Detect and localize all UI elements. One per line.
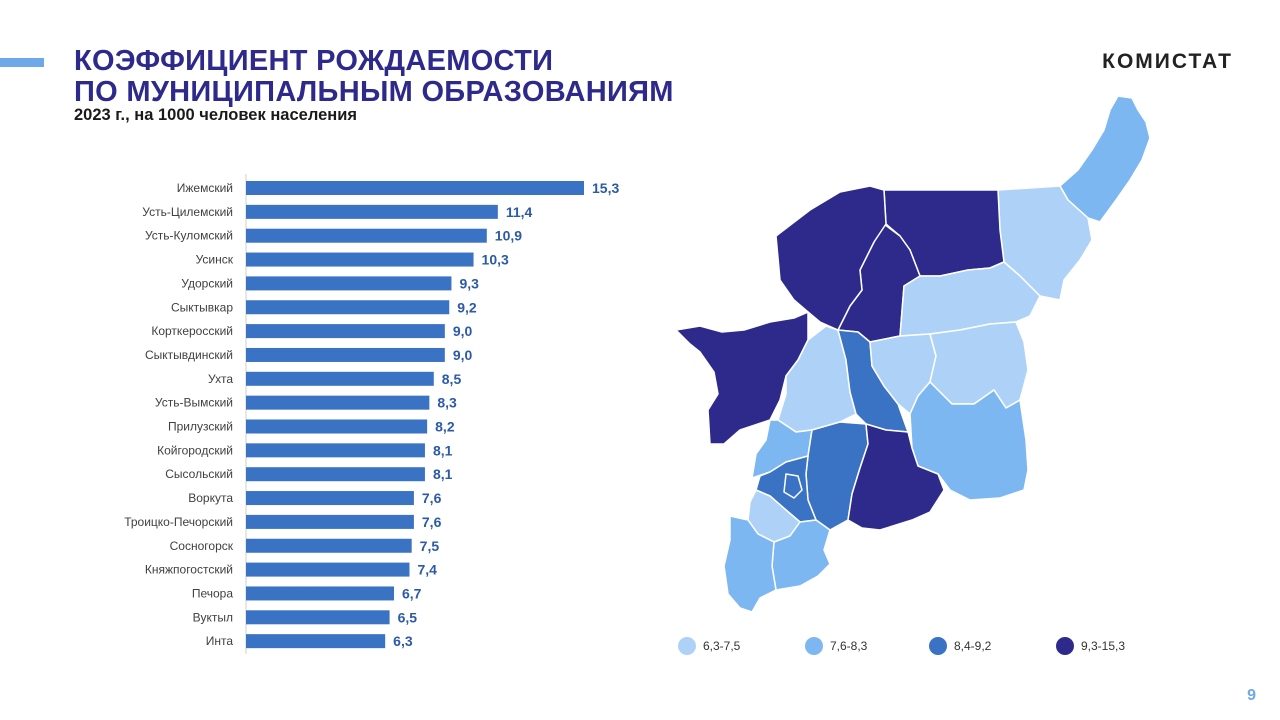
value-label: 10,3 <box>482 252 509 268</box>
bar <box>246 324 445 339</box>
category-label: Троицко-Печорский <box>124 515 233 529</box>
category-label: Усть-Куломский <box>145 229 233 243</box>
value-label: 7,4 <box>417 562 437 578</box>
category-label: Инта <box>206 634 234 648</box>
bar <box>246 514 414 529</box>
category-label: Усинск <box>196 253 234 267</box>
bar <box>246 610 390 625</box>
legend-label-2: 7,6-8,3 <box>830 639 868 653</box>
value-label: 8,2 <box>435 419 455 435</box>
legend-label-3: 8,4-9,2 <box>954 639 992 653</box>
page-subtitle: 2023 г., на 1000 человек населения <box>74 106 357 124</box>
value-label: 7,5 <box>420 538 440 554</box>
bar <box>246 204 498 219</box>
value-label: 9,2 <box>457 299 477 315</box>
map-region-vuktyl <box>929 321 1029 409</box>
value-label: 8,1 <box>433 466 453 482</box>
legend-item: 8,4-9,2 <box>929 637 991 655</box>
legend-swatch-3 <box>929 637 947 655</box>
value-label: 8,5 <box>442 371 462 387</box>
value-label: 11,4 <box>506 204 533 220</box>
map-region-priluzsky <box>723 515 777 613</box>
accent-bar <box>0 58 44 67</box>
legend-item: 9,3-15,3 <box>1056 637 1125 655</box>
map-region-syktyvkar <box>783 473 803 499</box>
legend-item: 7,6-8,3 <box>805 637 867 655</box>
bar-chart: Ижемский 15,3 Усть-Цилемский 11,4 Усть-Кулом… <box>124 174 619 654</box>
legend-label-1: 6,3-7,5 <box>703 639 741 653</box>
page-number: 9 <box>1247 687 1256 704</box>
bar <box>246 443 425 458</box>
bar <box>246 371 434 386</box>
category-label: Сосногорск <box>170 539 234 553</box>
map-region-ust-kulomsky <box>847 423 945 531</box>
map-region-vorkuta <box>1059 95 1151 223</box>
category-label: Усть-Цилемский <box>142 205 233 219</box>
page-title: КОЭФФИЦИЕНТ РОЖДАЕМОСТИ ПО МУНИЦИПАЛЬНЫМ… <box>74 46 674 108</box>
bar <box>246 252 474 267</box>
value-label: 10,9 <box>495 228 522 244</box>
map-region-ust-tsilemsky <box>775 185 887 331</box>
legend-swatch-2 <box>805 637 823 655</box>
category-label: Ухта <box>208 372 233 386</box>
bar <box>246 395 430 410</box>
value-label: 9,3 <box>459 275 479 291</box>
category-label: Корткеросский <box>151 324 233 338</box>
value-label: 7,6 <box>422 490 442 506</box>
bar <box>246 491 414 506</box>
bar <box>246 300 450 315</box>
category-label: Удорский <box>181 276 233 290</box>
category-label: Сыктывкар <box>171 300 233 314</box>
category-label: Вуктыл <box>193 610 233 624</box>
value-label: 6,5 <box>398 609 418 625</box>
category-label: Койгородский <box>157 443 233 457</box>
bar <box>246 467 425 482</box>
category-label: Прилузский <box>168 420 233 434</box>
category-label: Сыктывдинский <box>145 348 233 362</box>
legend-label-4: 9,3-15,3 <box>1081 639 1126 653</box>
category-label: Усть-Вымский <box>155 396 233 410</box>
value-label: 9,0 <box>453 347 473 363</box>
bar <box>246 419 428 434</box>
category-label: Сысольский <box>165 467 233 481</box>
legend-swatch-4 <box>1056 637 1074 655</box>
bar <box>246 276 452 291</box>
bar <box>246 634 386 649</box>
bar <box>246 228 487 243</box>
value-label: 15,3 <box>592 180 619 196</box>
title-line-1: КОЭФФИЦИЕНТ РОЖДАЕМОСТИ <box>74 45 554 77</box>
bar <box>246 181 584 195</box>
title-line-2: ПО МУНИЦИПАЛЬНЫМ ОБРАЗОВАНИЯМ <box>74 76 674 108</box>
category-label: Печора <box>192 586 234 600</box>
bar <box>246 562 410 577</box>
bar <box>246 586 395 601</box>
value-label: 8,3 <box>437 395 457 411</box>
map-region-udorsky <box>675 311 809 445</box>
category-label: Ижемский <box>177 181 233 195</box>
legend-item: 6,3-7,5 <box>678 637 740 655</box>
bar <box>246 538 412 553</box>
value-label: 6,7 <box>402 585 422 601</box>
bar <box>246 347 445 362</box>
value-label: 8,1 <box>433 442 453 458</box>
brand-logo: КОМИСТАТ <box>1102 50 1233 73</box>
map-legend: 6,3-7,5 7,6-8,3 8,4-9,2 9,3-15,3 <box>678 637 1158 657</box>
category-label: Воркута <box>188 491 233 505</box>
value-label: 7,6 <box>422 514 442 530</box>
value-label: 6,3 <box>393 633 413 649</box>
category-label: Княжпогостский <box>145 563 233 577</box>
legend-swatch-1 <box>678 637 696 655</box>
value-label: 9,0 <box>453 323 473 339</box>
region-map <box>675 95 1151 613</box>
